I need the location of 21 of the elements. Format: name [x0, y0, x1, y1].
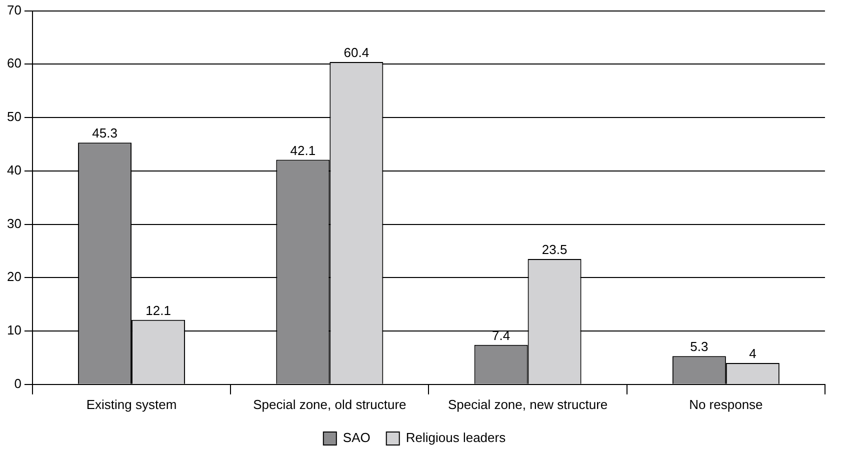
data-label: 5.3	[690, 339, 708, 354]
y-tick-label: 10	[6, 322, 22, 338]
y-tick-label: 30	[6, 216, 22, 231]
x-tick-label: Special zone, new structure	[448, 396, 608, 412]
y-tick-label: 40	[6, 162, 22, 178]
data-label: 4	[749, 346, 756, 362]
data-label: 45.3	[92, 126, 118, 141]
data-label: 12.1	[146, 302, 171, 318]
y-tick-label: 20	[6, 269, 22, 284]
x-tick-label: No response	[689, 396, 763, 412]
x-tick-label: Existing system	[86, 396, 177, 412]
data-label: 60.4	[344, 45, 370, 60]
data-label: 23.5	[542, 242, 568, 258]
y-tick-label: 0	[14, 376, 22, 391]
y-tick-label: 60	[6, 56, 22, 71]
data-label: 42.1	[290, 142, 316, 158]
legend-label: SAO	[342, 430, 370, 446]
legend-label: Religious leaders	[406, 430, 506, 446]
y-tick-label: 70	[6, 2, 22, 18]
y-tick-label: 50	[6, 109, 22, 124]
x-tick-label: Special zone, old structure	[253, 396, 406, 412]
